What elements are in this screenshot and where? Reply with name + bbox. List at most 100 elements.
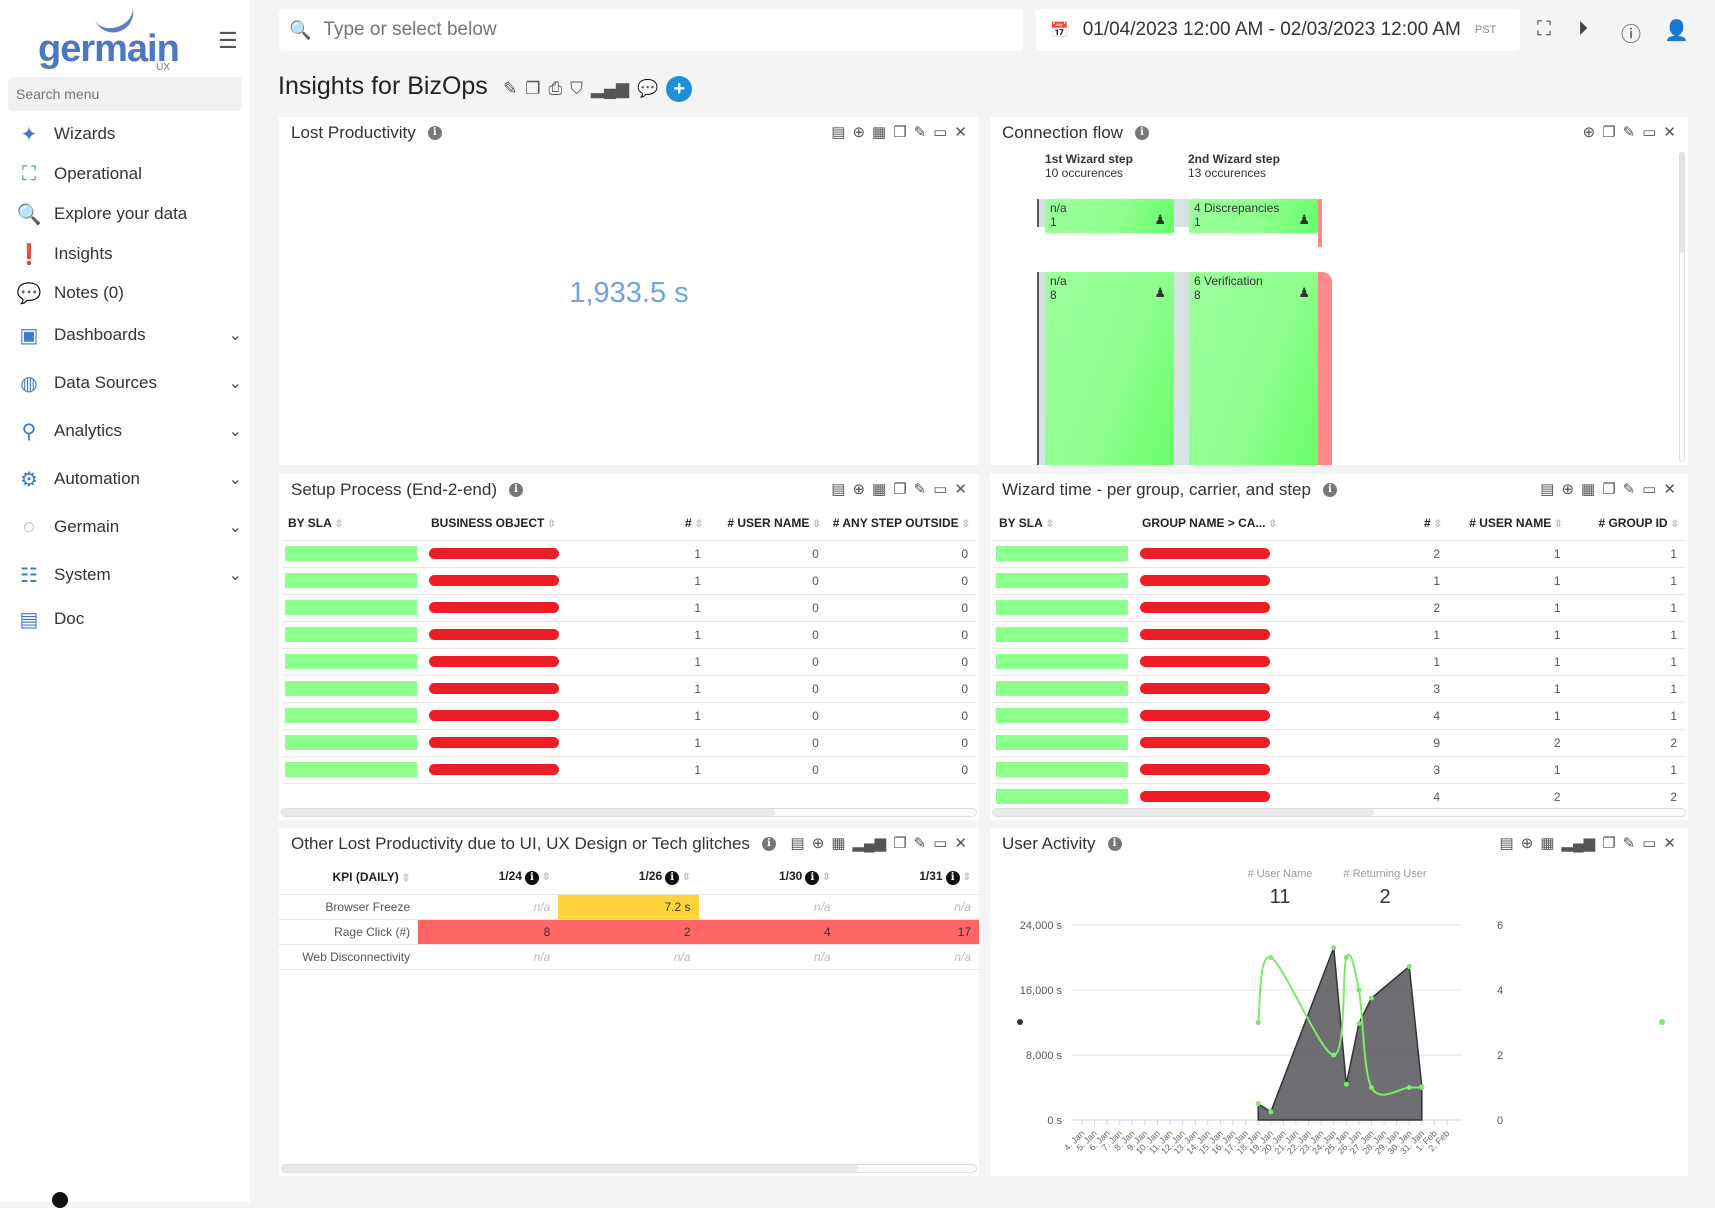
horizontal-scrollbar[interactable] (992, 808, 1686, 817)
zoom-icon[interactable]: ⊕ (852, 124, 866, 141)
zoom-icon[interactable]: ⊕ (1561, 481, 1575, 498)
hamburger-menu-icon[interactable]: ☰ (218, 28, 238, 53)
bookmark-icon[interactable]: ⛉ (570, 79, 583, 98)
column-header[interactable]: 1/24 i ⇳ (418, 860, 559, 895)
calendar-icon[interactable]: ▦ (1540, 835, 1555, 852)
maximize-icon[interactable]: ▭ (933, 124, 948, 141)
copy-icon[interactable]: ❐ (1602, 835, 1616, 852)
edit-icon[interactable]: ✎ (1622, 835, 1636, 852)
copy-icon[interactable]: ❐ (893, 835, 907, 852)
edit-icon[interactable]: ✎ (503, 79, 518, 98)
maximize-icon[interactable]: ▭ (1642, 481, 1657, 498)
column-header[interactable]: # USER NAME ⇳ (709, 506, 827, 541)
column-header[interactable]: # ⇳ (1352, 506, 1449, 541)
edit-icon[interactable]: ✎ (913, 835, 927, 852)
close-icon[interactable]: ✕ (1663, 835, 1676, 852)
column-header[interactable]: 1/31 i ⇳ (838, 860, 979, 895)
table-row[interactable]: Browser Freeze n/a 7.2 s n/a n/a (279, 894, 979, 920)
csv-export-icon[interactable]: ▤ (831, 124, 846, 141)
column-header[interactable]: BY SLA ⇳ (993, 506, 1136, 541)
sidebar-item-automation[interactable]: ⚙ Automation ⌄ (16, 462, 242, 496)
sidebar-item-operational[interactable]: ⛶ Operational (16, 157, 242, 191)
column-header[interactable]: 1/26 i ⇳ (558, 860, 699, 895)
sidebar-item-wizards[interactable]: ✦ Wizards (16, 117, 242, 151)
global-search-input[interactable] (323, 19, 924, 41)
bar-chart-icon[interactable]: ▂▄▆ (1561, 835, 1596, 852)
info-icon[interactable]: i (1322, 483, 1337, 497)
flow-node[interactable]: 4 Discrepancies 1 ♟ (1189, 199, 1318, 233)
edit-icon[interactable]: ✎ (913, 124, 927, 141)
table-row[interactable]: Web Disconnectivity n/a n/a n/a n/a (279, 944, 979, 970)
info-icon[interactable]: i (509, 483, 523, 497)
info-icon[interactable]: i (1107, 837, 1122, 851)
horizontal-scrollbar[interactable] (281, 808, 977, 817)
chevron-down-icon[interactable]: ⌄ (228, 327, 242, 344)
close-icon[interactable]: ✕ (1663, 481, 1676, 498)
csv-export-icon[interactable]: ▤ (1499, 835, 1514, 852)
info-icon[interactable]: i (761, 837, 776, 851)
print-icon[interactable]: ⎙ (548, 79, 563, 98)
info-icon[interactable]: i (427, 126, 442, 140)
column-header[interactable]: KPI (DAILY) ⇳ (279, 860, 419, 895)
sidebar-item-data-sources[interactable]: ◍ Data Sources ⌄ (16, 366, 242, 400)
csv-export-icon[interactable]: ▤ (1540, 481, 1555, 498)
maximize-icon[interactable]: ▭ (1642, 835, 1657, 852)
csv-export-icon[interactable]: ▤ (790, 835, 805, 852)
chevron-down-icon[interactable]: ⌄ (228, 519, 242, 536)
chevron-down-icon[interactable]: ⌄ (228, 471, 242, 488)
date-range-picker[interactable]: 📅 01/04/2023 12:00 AM - 02/03/2023 12:00… (1036, 9, 1520, 51)
chevron-down-icon[interactable]: ⌄ (228, 375, 242, 392)
column-header[interactable]: # GROUP ID ⇳ (1568, 506, 1685, 541)
germain-logo[interactable]: germain UX (38, 1, 180, 73)
sidebar-item-insights[interactable]: ❗ Insights (16, 237, 242, 271)
flow-node[interactable]: n/a 1 ♟ (1045, 199, 1174, 233)
horizontal-scrollbar[interactable] (281, 1164, 977, 1173)
copy-icon[interactable]: ❐ (1602, 481, 1616, 498)
sidebar-item-analytics[interactable]: ⚲ Analytics ⌄ (16, 414, 242, 448)
csv-export-icon[interactable]: ▤ (831, 481, 846, 498)
column-header[interactable]: 1/30 i ⇳ (698, 860, 839, 895)
table-row[interactable]: Rage Click (#) 8 2 4 17 (279, 919, 979, 945)
sidebar-item-germain[interactable]: ◌ Germain ⌄ (16, 510, 242, 544)
calendar-icon[interactable]: ▦ (872, 481, 887, 498)
flow-node[interactable]: n/a 8 ♟ (1045, 272, 1174, 465)
column-header[interactable]: GROUP NAME > CA... ⇳ (1136, 506, 1353, 541)
copy-icon[interactable]: ❐ (893, 481, 907, 498)
zoom-icon[interactable]: ⊕ (811, 835, 825, 852)
search-menu-input[interactable] (8, 77, 242, 111)
column-header[interactable]: # USER NAME ⇳ (1448, 506, 1569, 541)
edit-icon[interactable]: ✎ (1622, 481, 1636, 498)
edit-icon[interactable]: ✎ (913, 481, 927, 498)
sidebar-item-notes[interactable]: 💬 Notes (0) (16, 276, 242, 310)
flow-node[interactable]: 6 Verification 8 ♟ (1189, 272, 1318, 465)
copy-icon[interactable]: ❐ (525, 79, 541, 98)
calendar-icon[interactable]: ▦ (1581, 481, 1596, 498)
help-widget-icon[interactable] (52, 1192, 68, 1208)
calendar-icon[interactable]: ▦ (872, 124, 887, 141)
sidebar-item-system[interactable]: ☷ System ⌄ (16, 558, 242, 592)
global-search[interactable]: 🔍 (279, 9, 1023, 51)
column-header[interactable]: # ⇳ (625, 506, 710, 541)
zoom-icon[interactable]: ⊕ (852, 481, 866, 498)
sidebar-item-explore-your-data[interactable]: 🔍 Explore your data (16, 197, 242, 231)
sidebar-item-dashboards[interactable]: ▣ Dashboards ⌄ (16, 318, 242, 352)
info-icon[interactable]: i (1134, 126, 1149, 140)
close-icon[interactable]: ✕ (954, 481, 967, 498)
